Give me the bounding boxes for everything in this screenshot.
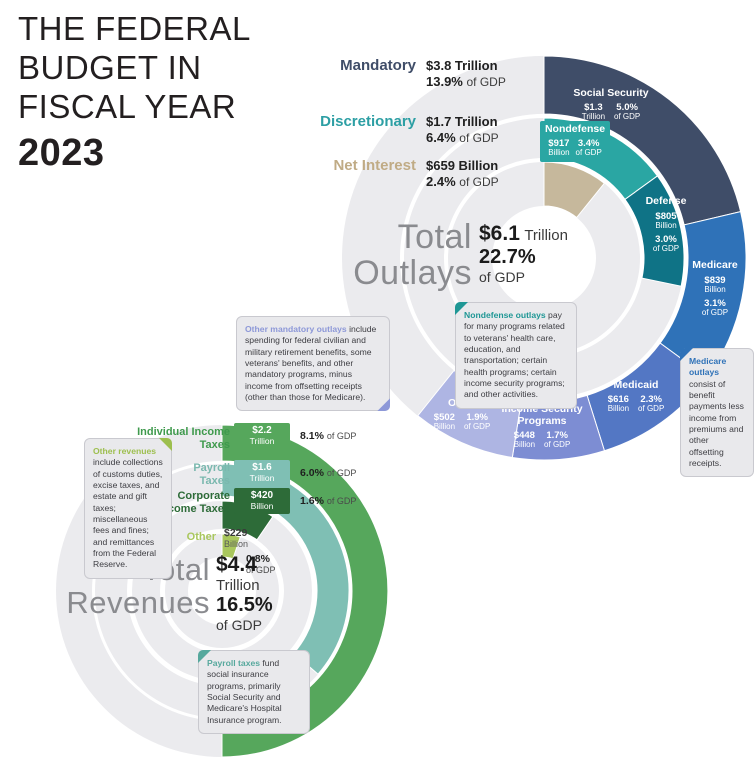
legend-label-discretionary: Discretionary (320, 113, 416, 130)
legend-value-other-revenues: $229 Billion (224, 527, 249, 550)
segment-label-social-security: Social Security $1.3 Trillion 5.0% of GDP (573, 87, 649, 122)
callout-medicare: Medicare outlays consist of benefit paym… (680, 348, 754, 478)
outlays-legend-discretionary: Discretionary $1.7 Trillion 6.4% of GDP (296, 114, 499, 147)
legend-chip-corporate-income-taxes: $420 Billion (234, 488, 290, 514)
revenues-center-values: $4.4 Trillion 16.5% of GDP (216, 553, 273, 634)
revenues-arc-payroll-taxes (221, 463, 350, 675)
title-line-3: FISCAL YEAR (18, 87, 237, 125)
title-line-2: BUDGET IN (18, 48, 202, 86)
outlays-legend-net-interest: Net Interest $659 Billion 2.4% of GDP (296, 157, 499, 191)
legend-chip-payroll-taxes: $1.6 Trillion (234, 460, 290, 486)
callout-pointer (377, 398, 390, 412)
legend-label-individual-income-taxes: Individual Income Taxes (137, 426, 230, 451)
legend-label-mandatory: Mandatory (340, 57, 416, 74)
revenues-center-word-2: Revenues (66, 584, 210, 620)
segment-label-medicare: Medicare $839 Billion 3.1% of GDP (692, 259, 738, 318)
legend-pct-other-revenues: 0.8% of GDP (246, 553, 276, 576)
legend-values-discretionary: $1.7 Trillion 6.4% of GDP (426, 114, 499, 146)
revenues-ring-track-3 (165, 534, 279, 648)
title-line-1: THE FEDERAL (18, 10, 251, 47)
outlays-center-values: $6.1 Trillion 22.7% of GDP (479, 222, 568, 286)
segment-label-income-security: Income Security Programs $448 Billion 1.7… (501, 403, 583, 449)
legend-values-mandatory: $3.8 Trillion 13.9% of GDP (426, 58, 506, 90)
outlays-center-title: Total Outlays (336, 218, 472, 292)
callout-pointer (159, 438, 172, 451)
outlays-arc-net-interest (543, 161, 605, 219)
revenues-ring-track-2 (132, 501, 312, 681)
revenues-arc-other (221, 533, 241, 560)
outlays-legend-mandatory: Mandatory $3.8 Trillion 13.9% of GDP (296, 58, 506, 91)
segment-label-medicaid: Medicaid $616 Billion 2.3% of GDP (607, 379, 665, 414)
legend-pct-payroll-taxes: 6.0% of GDP (300, 467, 357, 479)
legend-values-net-interest: $659 Billion 2.4% of GDP (426, 158, 499, 190)
legend-pct-corporate-income-taxes: 1.6% of GDP (300, 495, 357, 507)
outlays-arc-defense (624, 175, 685, 287)
callout-nondefense: Nondefense outlays pay for many programs… (455, 302, 577, 409)
revenues-center-title: Total Revenues (58, 553, 210, 620)
legend-pct-individual-income-taxes: 8.1% of GDP (300, 430, 357, 442)
callout-payroll-taxes: Payroll taxes fund social insurance prog… (198, 650, 310, 735)
legend-label-net-interest: Net Interest (333, 157, 416, 174)
legend-label-payroll-taxes: Payroll Taxes (193, 462, 230, 487)
legend-label-corporate-income-taxes: Corporate Income Taxes (158, 490, 230, 515)
page-title: THE FEDERAL BUDGET IN FISCAL YEAR 2023 (18, 10, 251, 176)
callout-other-mandatory: Other mandatory outlays include spending… (236, 316, 390, 412)
legend-label-other-revenues: Other (186, 531, 216, 543)
callout-other-revenues: Other revenues include collections of cu… (84, 438, 172, 579)
title-year: 2023 (18, 131, 105, 174)
legend-chip-individual-income-taxes: $2.2 Trillion (234, 423, 290, 449)
revenues-arc-individual-income-taxes (221, 424, 389, 758)
segment-label-nondefense: Nondefense $917 Billion 3.4% of GDP (540, 121, 610, 162)
segment-label-defense: Defense $805 Billion 3.0% of GDP (645, 195, 687, 254)
outlays-center-word-2: Outlays (353, 253, 472, 292)
outlays-center-word-1: Total (397, 218, 472, 256)
